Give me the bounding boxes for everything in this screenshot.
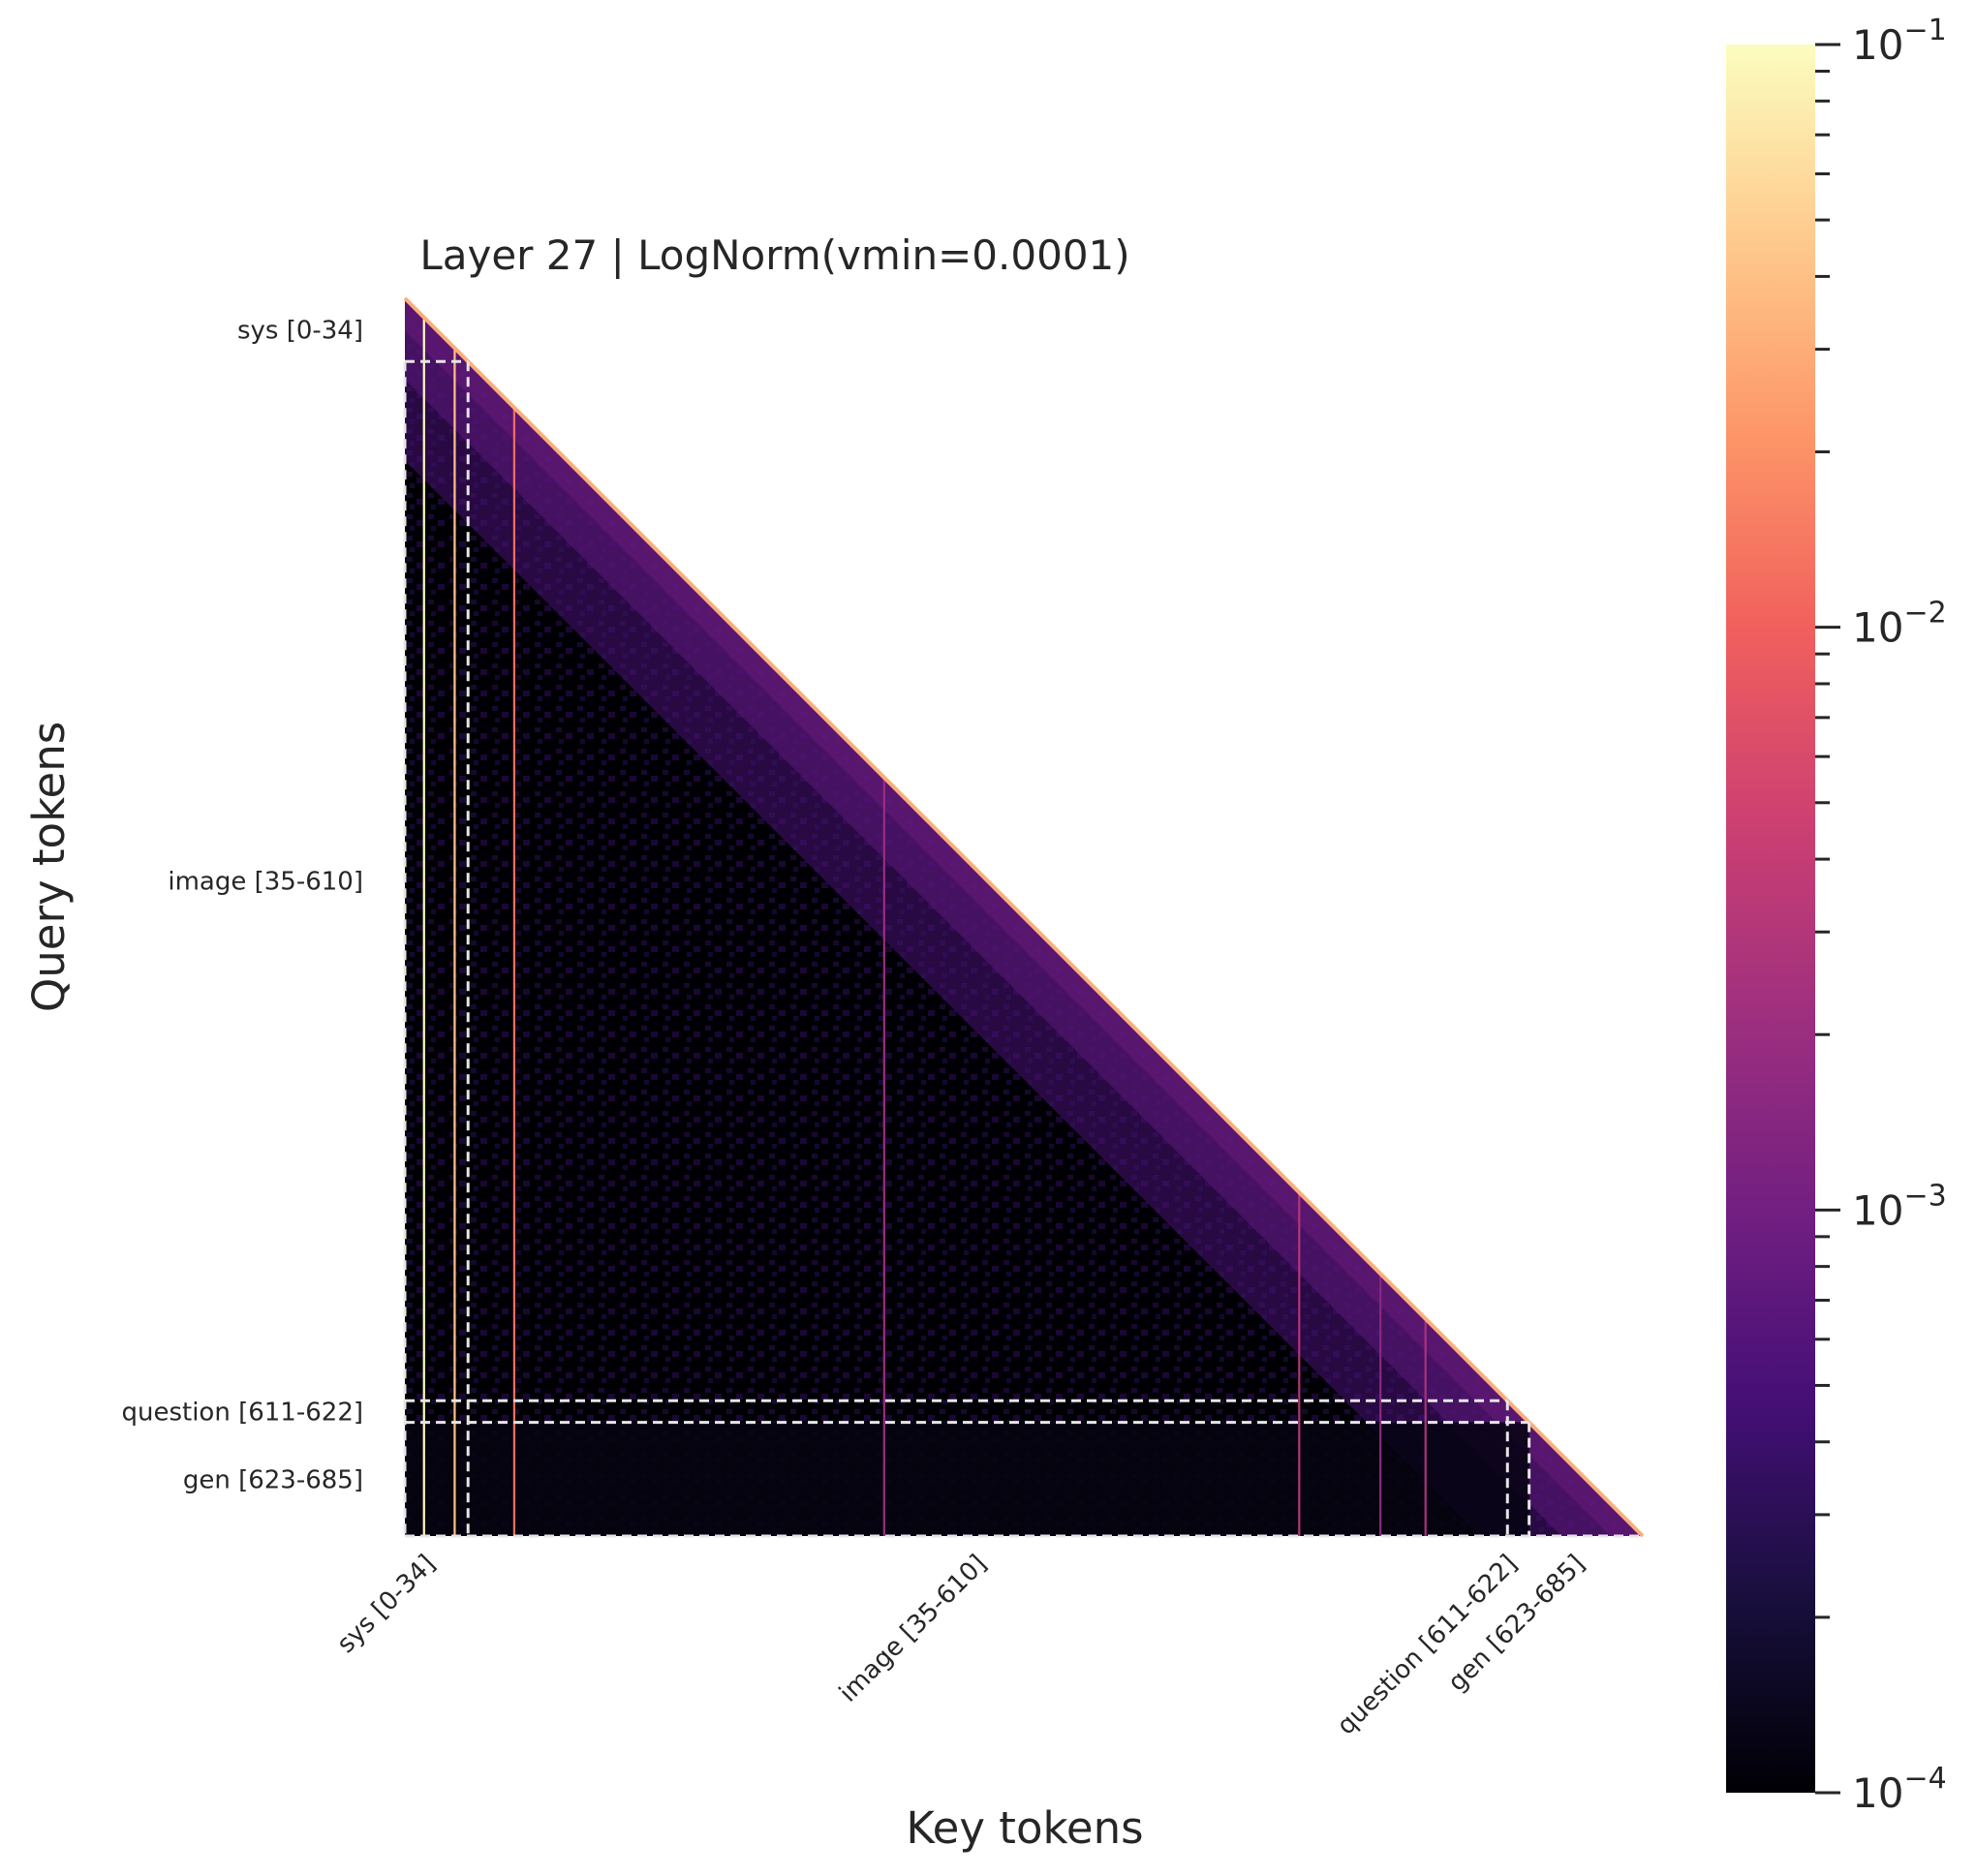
- heatmap-plot-area: [403, 296, 1645, 1538]
- diagonal-edge: [403, 296, 1645, 1538]
- y-tick-label: gen [623-685]: [183, 1465, 363, 1494]
- key-column-highlight: [1298, 1191, 1301, 1536]
- colorbar-tick-label: 10−4: [1852, 1762, 1947, 1817]
- key-column-highlight: [1424, 1317, 1427, 1536]
- colorbar-tick-label: 10−2: [1852, 597, 1947, 652]
- colorbar-gradient: [1726, 45, 1815, 1793]
- segment-boundaries: [403, 359, 1643, 1538]
- colorbar: 10−1 10−2 10−3 10−4: [1726, 14, 1947, 1817]
- gen-region-shade: [405, 1422, 1529, 1536]
- y-tick-label: question [611-622]: [121, 1398, 363, 1427]
- y-axis-label: Query tokens: [23, 722, 75, 1012]
- key-column-highlight: [512, 406, 516, 1536]
- x-tick-label: image [35-610]: [834, 1550, 993, 1708]
- highlighted-key-columns: [422, 316, 1427, 1536]
- key-column-highlight: [1379, 1273, 1382, 1536]
- chart-title: Layer 27 | LogNorm(vmin=0.0001): [419, 231, 1129, 279]
- key-column-highlight: [882, 776, 885, 1536]
- key-column-highlight: [453, 347, 456, 1536]
- x-tick-labels: sys [0-34] image [35-610] question [611-62…: [331, 1550, 1590, 1741]
- y-tick-label: image [35-610]: [168, 868, 363, 897]
- y-tick-labels: sys [0-34] image [35-610] question [611-62…: [121, 317, 363, 1495]
- colorbar-tick-label: 10−3: [1852, 1179, 1947, 1234]
- x-axis-label: Key tokens: [906, 1802, 1143, 1854]
- x-tick-label: sys [0-34]: [331, 1550, 441, 1659]
- colorbar-tick-label: 10−1: [1852, 14, 1947, 69]
- colorbar-ticks: 10−1 10−2 10−3 10−4: [1815, 14, 1947, 1817]
- key-column-highlight: [422, 316, 425, 1536]
- y-tick-label: sys [0-34]: [237, 317, 363, 346]
